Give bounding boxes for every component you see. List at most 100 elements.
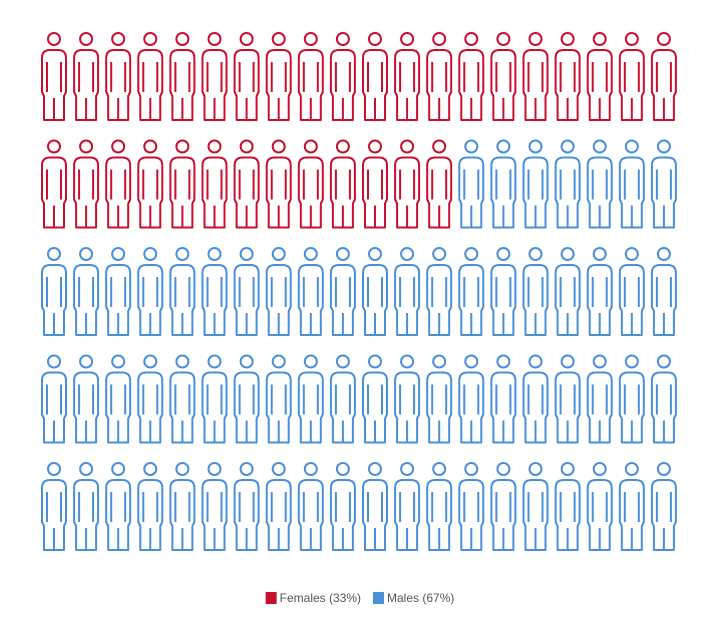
icon-body	[586, 479, 613, 551]
icon-head	[496, 354, 511, 369]
person-icon	[329, 247, 356, 336]
icon-head	[368, 139, 382, 154]
icon-body	[394, 479, 421, 551]
icon-head	[175, 139, 190, 154]
person-icon	[297, 462, 324, 551]
person-icon	[41, 139, 67, 229]
person-icon	[105, 354, 132, 444]
person-icon	[618, 32, 645, 121]
person-icon	[329, 462, 356, 551]
person-icon	[137, 32, 164, 121]
icon-head	[464, 139, 479, 154]
icon-body	[105, 371, 132, 444]
person-icon	[105, 139, 132, 229]
person-icon	[458, 247, 485, 336]
icon-body	[233, 479, 260, 551]
icon-head	[624, 139, 639, 154]
icon-head	[528, 354, 543, 369]
icon-head	[400, 462, 415, 476]
person-icon	[265, 462, 292, 551]
icon-body	[265, 49, 292, 121]
icon-body	[265, 156, 292, 229]
person-icon	[201, 247, 228, 336]
icon-body	[297, 264, 324, 336]
person-icon	[362, 462, 388, 551]
person-icon	[426, 354, 453, 444]
person-icon	[490, 462, 517, 551]
icon-head	[207, 139, 222, 154]
icon-grid	[41, 32, 677, 551]
icon-body	[137, 49, 164, 121]
icon-head	[464, 32, 479, 46]
icon-body	[490, 264, 517, 336]
icon-head	[432, 247, 447, 261]
icon-head	[271, 32, 286, 46]
person-icon	[105, 462, 132, 551]
person-icon	[426, 462, 453, 551]
person-icon	[265, 354, 292, 444]
icon-head	[79, 247, 94, 261]
icon-body	[394, 371, 421, 444]
icon-body	[426, 156, 453, 229]
person-icon	[394, 32, 421, 121]
icon-head	[239, 139, 254, 154]
icon-head	[496, 462, 511, 476]
person-icon	[650, 247, 677, 336]
person-icon	[362, 247, 388, 336]
person-icon	[233, 354, 260, 444]
icon-head	[624, 247, 639, 261]
person-icon	[586, 139, 613, 229]
icon-body	[618, 156, 645, 229]
person-icon	[265, 32, 292, 121]
person-icon	[265, 247, 292, 336]
icon-head	[656, 247, 671, 261]
icon-body	[522, 479, 549, 551]
icon-head	[400, 32, 415, 46]
icon-head	[335, 139, 350, 154]
icon-head	[207, 354, 222, 369]
icon-head	[303, 139, 318, 154]
person-icon	[394, 354, 421, 444]
icon-body	[586, 371, 613, 444]
icon-head	[560, 139, 575, 154]
icon-body	[201, 479, 228, 551]
person-icon	[73, 32, 100, 121]
icon-head	[79, 32, 94, 46]
icon-body	[233, 156, 260, 229]
icon-body	[297, 479, 324, 551]
icon-head	[400, 354, 415, 369]
icon-body	[650, 264, 677, 336]
icon-head	[335, 462, 350, 476]
icon-body	[201, 156, 228, 229]
icon-body	[329, 156, 356, 229]
icon-body	[105, 49, 132, 121]
icon-head	[143, 354, 158, 369]
icon-body	[586, 156, 613, 229]
icon-head	[624, 462, 639, 476]
person-icon	[137, 247, 164, 336]
person-icon	[73, 139, 100, 229]
icon-body	[650, 371, 677, 444]
icon-body	[650, 156, 677, 229]
icon-head	[624, 32, 639, 46]
icon-head	[207, 462, 222, 476]
icon-body	[490, 156, 517, 229]
legend-swatch	[265, 592, 277, 604]
icon-body	[522, 49, 549, 121]
icon-head	[464, 354, 479, 369]
icon-body	[169, 479, 196, 551]
icon-body	[362, 156, 388, 229]
icon-head	[592, 354, 607, 369]
person-icon	[137, 462, 164, 551]
icon-body	[41, 371, 67, 444]
icon-body	[169, 264, 196, 336]
person-icon	[297, 354, 324, 444]
icon-head	[335, 32, 350, 46]
person-icon	[169, 247, 196, 336]
person-icon	[458, 32, 485, 121]
icon-head	[111, 139, 126, 154]
icon-head	[47, 139, 61, 154]
icon-head	[303, 247, 318, 261]
person-icon	[105, 247, 132, 336]
icon-body	[201, 264, 228, 336]
